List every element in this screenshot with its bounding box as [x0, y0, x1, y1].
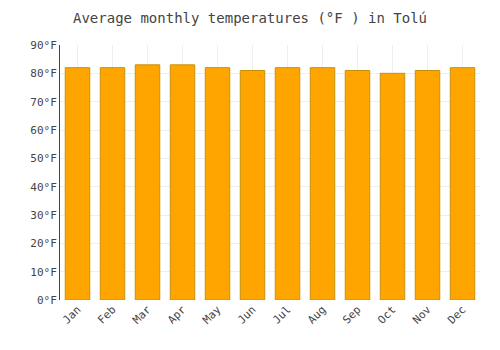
- svg-text:Jun: Jun: [235, 303, 258, 326]
- svg-text:Jan: Jan: [60, 303, 83, 326]
- svg-text:Jul: Jul: [270, 303, 293, 326]
- svg-text:60°F: 60°F: [30, 124, 57, 137]
- svg-text:40°F: 40°F: [30, 181, 57, 194]
- svg-text:70°F: 70°F: [30, 96, 57, 109]
- svg-text:Apr: Apr: [165, 303, 189, 327]
- svg-text:30°F: 30°F: [30, 209, 57, 222]
- svg-text:Aug: Aug: [305, 303, 328, 326]
- svg-text:Nov: Nov: [410, 303, 434, 327]
- svg-text:Oct: Oct: [375, 303, 398, 326]
- svg-text:Sep: Sep: [340, 303, 363, 326]
- svg-text:10°F: 10°F: [30, 266, 57, 279]
- svg-text:20°F: 20°F: [30, 237, 57, 250]
- svg-text:Feb: Feb: [95, 303, 118, 326]
- svg-text:Dec: Dec: [445, 303, 468, 326]
- svg-text:80°F: 80°F: [30, 67, 57, 80]
- svg-text:0°F: 0°F: [37, 294, 57, 307]
- svg-text:90°F: 90°F: [30, 39, 57, 52]
- svg-text:Mar: Mar: [130, 303, 154, 327]
- svg-text:May: May: [200, 303, 224, 327]
- svg-text:50°F: 50°F: [30, 152, 57, 165]
- svg-text:Average monthly temperatures (: Average monthly temperatures (°F ) in To…: [73, 10, 427, 26]
